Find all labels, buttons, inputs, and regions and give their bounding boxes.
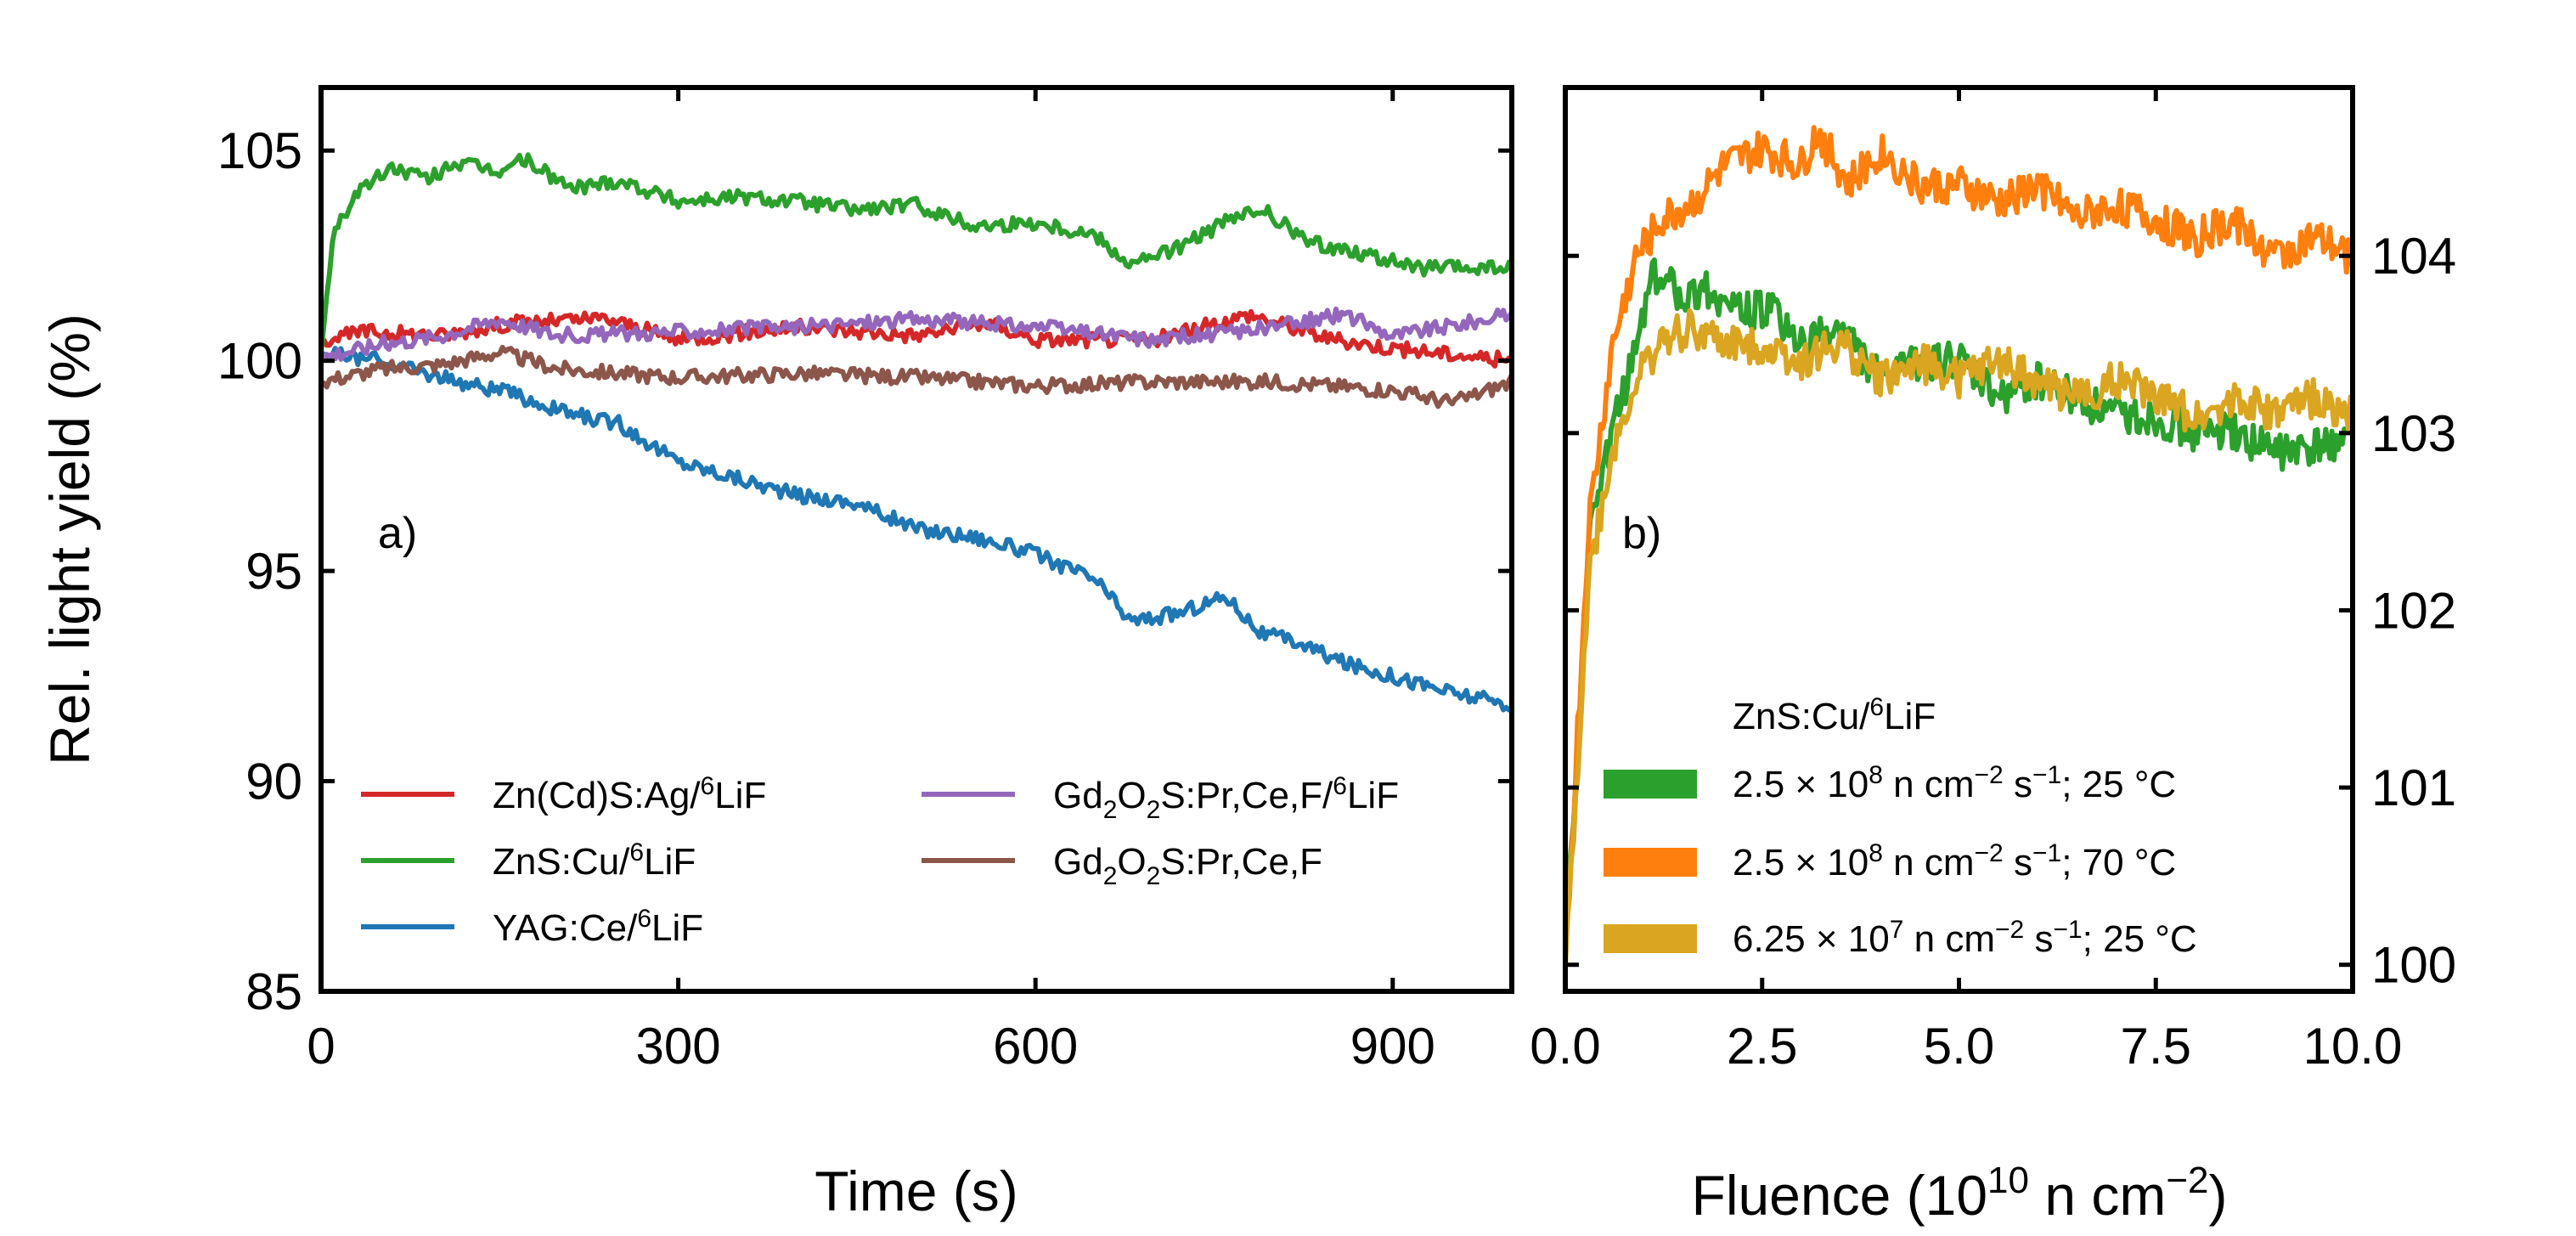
x-tick-label: 2.5 bbox=[1727, 1018, 1797, 1075]
panel-a: 0 300 600 900 85 90 95 100 105 a) Time (s) Rel.… bbox=[38, 85, 1514, 1222]
legend-swatch-25c-low-flux bbox=[1604, 924, 1697, 953]
panel-a-x-ticks: 0 300 600 900 bbox=[307, 87, 1435, 1075]
legend-item-gd2o2s-lif: Gd2O2S:Pr,Ce,F/6LiF bbox=[922, 772, 1399, 824]
y-tick-label: 105 bbox=[217, 122, 302, 179]
x-tick-label: 7.5 bbox=[2121, 1018, 2191, 1075]
legend-item-gd2o2s: Gd2O2S:Pr,Ce,F bbox=[922, 841, 1322, 890]
legend-label-25c-low-flux: 6.25 × 107 n cm−2 s−1; 25 °C bbox=[1733, 916, 2197, 960]
y-tick-label: 90 bbox=[245, 753, 302, 810]
x-tick-label: 0.0 bbox=[1530, 1018, 1600, 1075]
panel-b-y-ticks: 100 101 102 103 104 bbox=[1565, 228, 2456, 994]
panel-a-x-axis-title: Time (s) bbox=[815, 1160, 1018, 1222]
x-tick-label: 5.0 bbox=[1924, 1018, 1994, 1075]
series-line-2-5-10-8-n-cm-2-s-1-25-c bbox=[1565, 257, 2353, 947]
legend-item-zncds: Zn(Cd)S:Ag/6LiF bbox=[361, 772, 766, 816]
panel-a-series bbox=[321, 152, 1512, 713]
legend-label-zncds: Zn(Cd)S:Ag/6LiF bbox=[493, 772, 766, 816]
legend-label-yag: YAG:Ce/6LiF bbox=[493, 905, 703, 949]
legend-label-25c-high-flux: 2.5 × 108 n cm−2 s−1; 25 °C bbox=[1733, 761, 2176, 805]
x-tick-label: 900 bbox=[1350, 1018, 1435, 1075]
x-tick-label: 10.0 bbox=[2303, 1018, 2403, 1075]
legend-swatch-70c-high-flux bbox=[1604, 848, 1697, 877]
panel-b: 0.0 2.5 5.0 7.5 10.0 100 101 102 103 104 b) Flue… bbox=[1530, 85, 2456, 1227]
legend-label-gd2o2s: Gd2O2S:Pr,Ce,F bbox=[1053, 841, 1322, 890]
y-tick-label: 101 bbox=[2371, 759, 2456, 816]
legend-item-25c-high-flux: 2.5 × 108 n cm−2 s−1; 25 °C bbox=[1604, 761, 2176, 805]
x-tick-label: 600 bbox=[993, 1018, 1078, 1075]
series-line-yag-ce-6lif bbox=[321, 346, 1512, 713]
y-tick-label: 104 bbox=[2371, 228, 2456, 285]
y-tick-label: 102 bbox=[2371, 582, 2456, 639]
series-line-zns-cu-6lif bbox=[321, 152, 1512, 353]
legend-label-gd2o2s-lif: Gd2O2S:Pr,Ce,F/6LiF bbox=[1053, 772, 1399, 824]
y-tick-label: 85 bbox=[245, 963, 302, 1020]
series-line-6-25-10-7-n-cm-2-s-1-25-c bbox=[1565, 308, 2353, 965]
legend-label-70c-high-flux: 2.5 × 108 n cm−2 s−1; 70 °C bbox=[1733, 839, 2176, 883]
series-line-gd2o2s-pr-ce-f-6lif bbox=[321, 306, 1512, 362]
y-tick-label: 100 bbox=[217, 333, 302, 390]
panel-a-frame bbox=[318, 85, 1514, 994]
legend-item-25c-low-flux: 6.25 × 107 n cm−2 s−1; 25 °C bbox=[1604, 916, 2197, 960]
panel-a-y-axis-title: Rel. light yield (%) bbox=[38, 313, 101, 765]
panel-b-series bbox=[1565, 125, 2353, 965]
panel-b-label: b) bbox=[1622, 509, 1661, 558]
panel-b-x-ticks: 0.0 2.5 5.0 7.5 10.0 bbox=[1530, 87, 2402, 1075]
y-tick-label: 100 bbox=[2371, 937, 2456, 994]
legend-item-70c-high-flux: 2.5 × 108 n cm−2 s−1; 70 °C bbox=[1604, 839, 2176, 883]
panel-a-label: a) bbox=[378, 509, 417, 558]
y-tick-label: 103 bbox=[2371, 405, 2456, 462]
legend-title-b: ZnS:Cu/6LiF bbox=[1733, 693, 1936, 737]
legend-label-znscu: ZnS:Cu/6LiF bbox=[493, 838, 696, 883]
panel-a-legend: Zn(Cd)S:Ag/6LiF ZnS:Cu/6LiF YAG:Ce/6LiF … bbox=[361, 772, 1399, 949]
panel-a-y-ticks: 85 90 95 100 105 bbox=[217, 122, 1512, 1020]
legend-swatch-25c-high-flux bbox=[1604, 770, 1697, 799]
legend-item-znscu: ZnS:Cu/6LiF bbox=[361, 838, 696, 883]
x-tick-label: 300 bbox=[636, 1018, 721, 1075]
panel-b-x-axis-title: Fluence (1010 n cm−2) bbox=[1692, 1160, 2228, 1227]
y-tick-label: 95 bbox=[245, 543, 302, 600]
series-line-gd2o2s-pr-ce-f bbox=[321, 344, 1512, 409]
panel-b-legend: ZnS:Cu/6LiF 2.5 × 108 n cm−2 s−1; 25 °C … bbox=[1604, 693, 2197, 960]
legend-item-yag: YAG:Ce/6LiF bbox=[361, 905, 703, 949]
x-tick-label: 0 bbox=[307, 1018, 335, 1075]
series-line-zn-cd-s-ag-6lif bbox=[321, 308, 1512, 369]
series-line-2-5-10-8-n-cm-2-s-1-70-c bbox=[1565, 125, 2353, 965]
